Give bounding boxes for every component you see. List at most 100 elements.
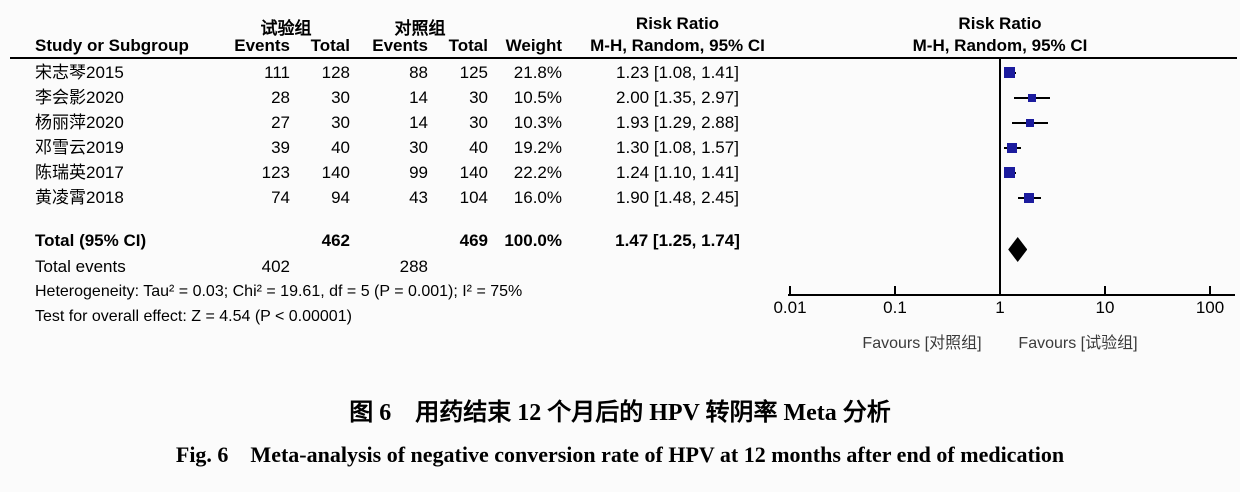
ci-cell: 1.90 [1.48, 2.45]: [616, 188, 739, 207]
col-header-total-ctrl: Total: [448, 36, 488, 55]
exp-total: 30: [331, 113, 350, 132]
total-exp-n: 462: [321, 231, 350, 250]
col-header-weight: Weight: [505, 36, 562, 55]
weight-cell: 22.2%: [513, 163, 562, 182]
total-ci: 1.47 [1.25, 1.74]: [615, 231, 740, 250]
exp-events: 39: [271, 138, 290, 157]
study-marker: [1024, 192, 1035, 203]
ctrl-total: 140: [459, 163, 488, 182]
axis-tick: [1209, 286, 1211, 295]
table-row: 黄凌霄2018 74 94 43 104 16.0% 1.90 [1.48, 2…: [0, 185, 1240, 210]
ctrl-total: 40: [469, 138, 488, 157]
axis-tick: [789, 286, 791, 295]
total-events-row: Total events 402 288: [0, 254, 1240, 279]
axis-tick: [894, 286, 896, 295]
study-name: 李会影2020: [35, 88, 124, 107]
table-row: 宋志琴2015 111 128 88 125 21.8% 1.23 [1.08,…: [0, 60, 1240, 85]
axis-tick-label: 0.1: [883, 298, 907, 317]
col-header-events-exp: Events: [234, 36, 290, 55]
exp-total: 94: [331, 188, 350, 207]
exp-total: 30: [331, 88, 350, 107]
favours-left-label: Favours [对照组]: [862, 335, 982, 352]
ci-cell: 1.30 [1.08, 1.57]: [616, 138, 739, 157]
ci-cell: 1.93 [1.29, 2.88]: [616, 113, 739, 132]
exp-events: 111: [264, 63, 290, 82]
total-events-label: Total events: [35, 257, 126, 276]
ctrl-events: 30: [409, 138, 428, 157]
ctrl-total: 125: [459, 63, 488, 82]
table-row: 杨丽萍2020 27 30 14 30 10.3% 1.93 [1.29, 2.…: [0, 110, 1240, 135]
col-header-mh-ci-text: M-H, Random, 95% CI: [590, 36, 765, 55]
ctrl-events: 99: [409, 163, 428, 182]
col-header-experimental-group: 试验组: [260, 19, 312, 38]
ci-cell: 1.23 [1.08, 1.41]: [616, 63, 739, 82]
plot-ref-line: [999, 59, 1001, 296]
study-marker: [1004, 167, 1016, 178]
col-header-events-ctrl: Events: [372, 36, 428, 55]
col-header-study: Study or Subgroup: [35, 36, 189, 55]
total-ctrl-n: 469: [459, 231, 488, 250]
total-row: Total (95% CI) 462 469 100.0% 1.47 [1.25…: [0, 228, 1240, 253]
total-events-ctrl: 288: [399, 257, 428, 276]
study-name: 邓雪云2019: [35, 138, 124, 157]
exp-total: 128: [321, 63, 350, 82]
study-marker: [1003, 67, 1015, 78]
table-row: 李会影2020 28 30 14 30 10.5% 2.00 [1.35, 2.…: [0, 85, 1240, 110]
ctrl-events: 14: [409, 113, 428, 132]
ci-cell: 2.00 [1.35, 2.97]: [616, 88, 739, 107]
exp-total: 140: [321, 163, 350, 182]
study-name: 黄凌霄2018: [35, 188, 124, 207]
favours-right-label: Favours [试验组]: [1018, 335, 1138, 352]
exp-total: 40: [331, 138, 350, 157]
total-label: Total (95% CI): [35, 231, 147, 250]
col-header-risk-ratio-plot: Risk Ratio: [958, 14, 1042, 33]
ctrl-events: 88: [409, 63, 428, 82]
overall-effect-row: Test for overall effect: Z = 4.54 (P < 0…: [0, 304, 1240, 329]
exp-events: 123: [261, 163, 290, 182]
exp-events: 27: [271, 113, 290, 132]
axis-tick-label: 100: [1195, 298, 1225, 317]
col-header-total-exp: Total: [310, 36, 350, 55]
study-marker: [1006, 142, 1017, 153]
total-weight: 100.0%: [504, 231, 562, 250]
weight-cell: 16.0%: [513, 188, 562, 207]
ctrl-total: 30: [469, 88, 488, 107]
study-name: 宋志琴2015: [35, 63, 124, 82]
ci-cell: 1.24 [1.10, 1.41]: [616, 163, 739, 182]
total-events-exp: 402: [261, 257, 290, 276]
summary-diamond: [1008, 237, 1028, 262]
axis-tick: [999, 286, 1001, 295]
weight-cell: 10.5%: [513, 88, 562, 107]
ctrl-events: 14: [409, 88, 428, 107]
weight-cell: 19.2%: [513, 138, 562, 157]
forest-plot: 0.01 0.1 1 10 100: [773, 59, 1235, 317]
study-marker: [1027, 93, 1036, 102]
col-header-mh-ci-plot: M-H, Random, 95% CI: [912, 36, 1088, 55]
axis-tick-label: 1: [995, 298, 1005, 317]
plot-axis-line: [788, 294, 1235, 296]
heterogeneity-text: Heterogeneity: Tau² = 0.03; Chi² = 19.61…: [35, 283, 523, 300]
table-row: 邓雪云2019 39 40 30 40 19.2% 1.30 [1.08, 1.…: [0, 135, 1240, 160]
caption-chinese: 图 6 用药结束 12 个月后的 HPV 转阴率 Meta 分析: [349, 400, 891, 426]
header-divider: [10, 57, 1237, 59]
exp-events: 74: [271, 188, 290, 207]
weight-cell: 21.8%: [513, 63, 562, 82]
axis-tick: [1104, 286, 1106, 295]
col-header-control-group: 对照组: [394, 19, 446, 38]
weight-cell: 10.3%: [513, 113, 562, 132]
caption-english: Fig. 6 Meta-analysis of negative convers…: [175, 442, 1065, 467]
ctrl-total: 104: [459, 188, 488, 207]
exp-events: 28: [271, 88, 290, 107]
study-name: 陈瑞英2017: [35, 163, 124, 182]
axis-tick-label: 0.01: [773, 298, 807, 317]
col-header-risk-ratio-text: Risk Ratio: [635, 14, 720, 33]
study-marker: [1025, 118, 1034, 127]
axis-tick-label: 10: [1095, 298, 1115, 317]
study-name: 杨丽萍2020: [35, 113, 124, 132]
ctrl-total: 30: [469, 113, 488, 132]
table-row: 陈瑞英2017 123 140 99 140 22.2% 1.24 [1.10,…: [0, 160, 1240, 185]
heterogeneity-row: Heterogeneity: Tau² = 0.03; Chi² = 19.61…: [0, 279, 1240, 304]
overall-effect-text: Test for overall effect: Z = 4.54 (P < 0…: [35, 308, 352, 325]
ctrl-events: 43: [409, 188, 428, 207]
